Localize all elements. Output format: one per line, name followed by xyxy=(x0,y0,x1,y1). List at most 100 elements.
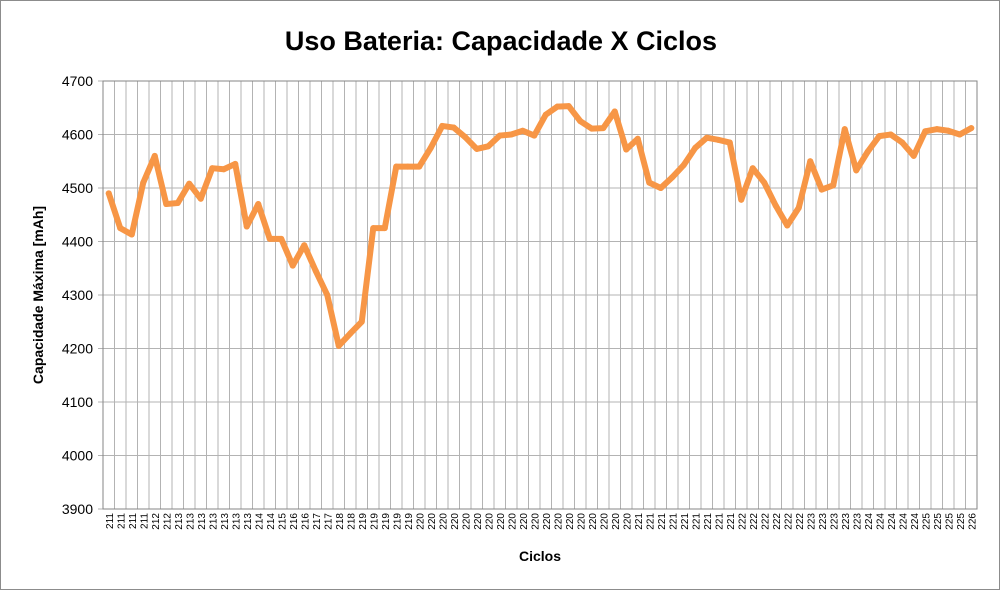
data-point xyxy=(841,126,848,133)
y-tick-label: 4500 xyxy=(62,180,93,196)
x-tick-label: 220 xyxy=(565,513,576,530)
x-tick-label: 217 xyxy=(323,513,334,530)
x-tick-label: 220 xyxy=(484,513,495,530)
x-tick-label: 220 xyxy=(519,513,530,530)
data-point xyxy=(301,242,308,249)
data-point xyxy=(738,196,745,203)
grid-layer xyxy=(98,80,977,510)
x-tick-label: 213 xyxy=(243,513,254,530)
data-point xyxy=(853,167,860,174)
y-tick-label: 4100 xyxy=(62,394,93,410)
y-tick-labels: 3900 4000 4100 4200 4300 4400 4500 4600 4700 xyxy=(62,73,93,517)
data-point xyxy=(611,108,618,115)
x-tick-label: 223 xyxy=(829,513,840,530)
data-point xyxy=(473,145,480,152)
x-tick-labels: 211 211 211 211 212 212 213 213 213 213 213 213 213 2… xyxy=(105,513,979,530)
x-tick-label: 222 xyxy=(760,513,771,530)
x-tick-label: 221 xyxy=(703,513,714,530)
x-tick-label: 213 xyxy=(174,513,185,530)
x-tick-label: 211 xyxy=(128,513,139,529)
data-point xyxy=(945,127,952,134)
x-tick-label: 226 xyxy=(967,513,978,530)
x-tick-label: 218 xyxy=(335,513,346,530)
data-point xyxy=(795,204,802,211)
x-tick-label: 222 xyxy=(795,513,806,530)
x-tick-label: 220 xyxy=(576,513,587,530)
data-point xyxy=(358,318,365,325)
x-tick-label: 220 xyxy=(588,513,599,530)
x-tick-label: 222 xyxy=(737,513,748,530)
data-point xyxy=(508,131,515,138)
data-point xyxy=(105,190,112,197)
x-tick-label: 220 xyxy=(611,513,622,530)
x-tick-label: 220 xyxy=(622,513,633,530)
x-tick-label: 219 xyxy=(358,513,369,530)
x-tick-label: 223 xyxy=(841,513,852,530)
data-point xyxy=(807,158,814,165)
x-tick-label: 224 xyxy=(898,513,909,530)
data-point xyxy=(289,262,296,269)
data-point xyxy=(427,144,434,151)
x-tick-label: 220 xyxy=(542,513,553,530)
data-point xyxy=(347,330,354,337)
data-point xyxy=(381,225,388,232)
x-tick-label: 213 xyxy=(220,513,231,530)
x-tick-label: 220 xyxy=(599,513,610,530)
x-tick-label: 224 xyxy=(887,513,898,530)
x-tick-label: 224 xyxy=(910,513,921,530)
data-point xyxy=(715,136,722,143)
data-point xyxy=(393,163,400,170)
data-point xyxy=(634,135,641,142)
y-tick-label: 4000 xyxy=(62,448,93,464)
data-point xyxy=(657,185,664,191)
data-point xyxy=(312,267,319,274)
x-tick-label: 221 xyxy=(657,513,668,530)
data-point xyxy=(577,118,584,125)
x-tick-label: 220 xyxy=(427,513,438,530)
data-point xyxy=(554,103,561,110)
x-tick-label: 216 xyxy=(300,513,311,530)
data-point xyxy=(232,160,239,167)
series-line xyxy=(105,103,975,349)
data-point xyxy=(496,132,503,139)
data-point xyxy=(922,128,929,135)
data-point xyxy=(450,124,457,131)
x-tick-label: 213 xyxy=(185,513,196,530)
data-point xyxy=(887,131,894,138)
x-tick-label: 222 xyxy=(772,513,783,530)
x-axis-title: Ciclos xyxy=(519,548,561,564)
x-tick-label: 223 xyxy=(806,513,817,530)
data-point xyxy=(416,163,423,170)
x-tick-label: 219 xyxy=(404,513,415,530)
x-tick-label: 216 xyxy=(289,513,300,530)
data-point xyxy=(772,202,779,209)
data-point xyxy=(324,292,331,298)
x-tick-label: 223 xyxy=(852,513,863,530)
data-point xyxy=(404,163,411,170)
x-tick-label: 222 xyxy=(749,513,760,530)
x-tick-label: 224 xyxy=(864,513,875,530)
data-point xyxy=(646,179,653,186)
x-tick-label: 221 xyxy=(714,513,725,530)
x-tick-label: 225 xyxy=(956,513,967,530)
data-point xyxy=(864,148,871,155)
x-tick-label: 220 xyxy=(415,513,426,530)
x-tick-label: 224 xyxy=(875,513,886,530)
x-tick-label: 225 xyxy=(921,513,932,530)
data-point xyxy=(703,134,710,141)
x-tick-label: 221 xyxy=(645,513,656,530)
data-point xyxy=(151,152,158,159)
data-point xyxy=(197,195,204,202)
data-point xyxy=(209,165,216,172)
x-tick-label: 214 xyxy=(266,513,277,530)
data-point xyxy=(128,231,135,238)
data-point xyxy=(335,342,342,349)
data-point xyxy=(531,132,538,139)
data-point xyxy=(485,143,492,150)
y-tick-label: 4200 xyxy=(62,341,93,357)
data-point xyxy=(186,180,193,187)
data-point xyxy=(623,146,630,153)
x-tick-label: 211 xyxy=(116,513,127,529)
x-tick-label: 211 xyxy=(105,513,116,529)
